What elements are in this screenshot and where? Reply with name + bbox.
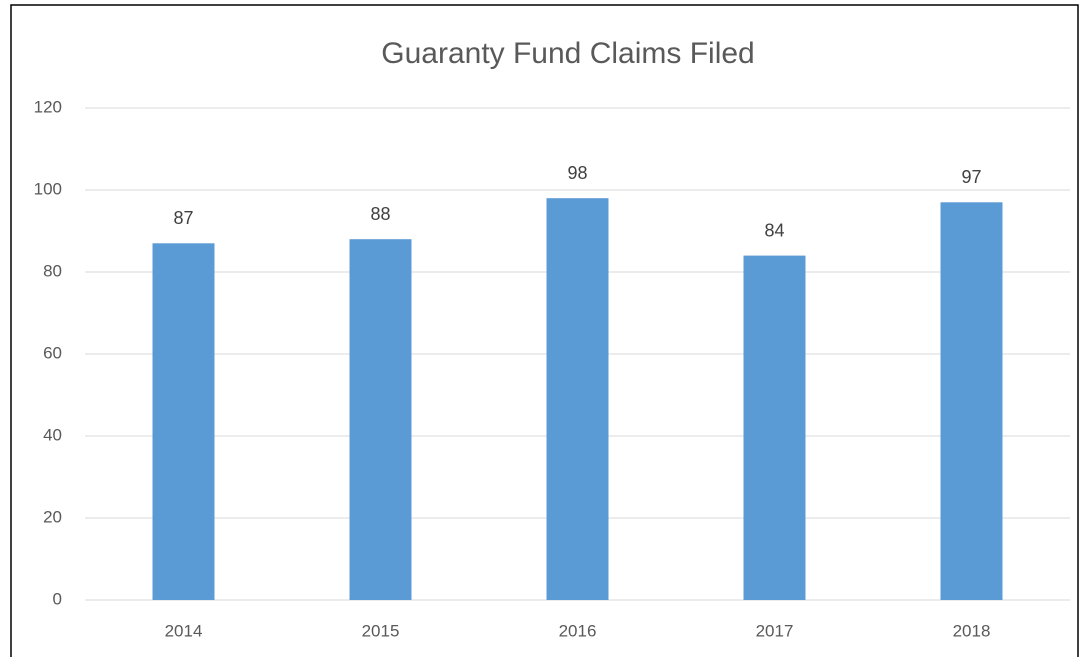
y-tick-label: 80 <box>43 261 62 280</box>
y-tick-label: 40 <box>43 425 62 444</box>
chart-title: Guaranty Fund Claims Filed <box>381 37 754 70</box>
x-tick-label: 2015 <box>362 621 400 640</box>
bar <box>546 198 609 600</box>
data-label: 98 <box>567 163 587 183</box>
x-tick-label: 2018 <box>953 621 991 640</box>
y-tick-label: 100 <box>34 179 62 198</box>
y-tick-label: 0 <box>53 589 62 608</box>
data-label: 87 <box>173 208 193 228</box>
bar <box>940 202 1003 601</box>
y-tick-label: 120 <box>34 97 62 116</box>
data-label: 88 <box>370 204 390 224</box>
x-tick-label: 2017 <box>756 621 794 640</box>
data-label: 84 <box>764 220 784 240</box>
y-tick-label: 60 <box>43 343 62 362</box>
bar <box>152 243 215 601</box>
x-tick-label: 2016 <box>559 621 597 640</box>
x-tick-label: 2014 <box>165 621 203 640</box>
bar <box>743 255 806 600</box>
y-tick-label: 20 <box>43 507 62 526</box>
data-label: 97 <box>961 167 981 187</box>
bar <box>349 239 412 600</box>
